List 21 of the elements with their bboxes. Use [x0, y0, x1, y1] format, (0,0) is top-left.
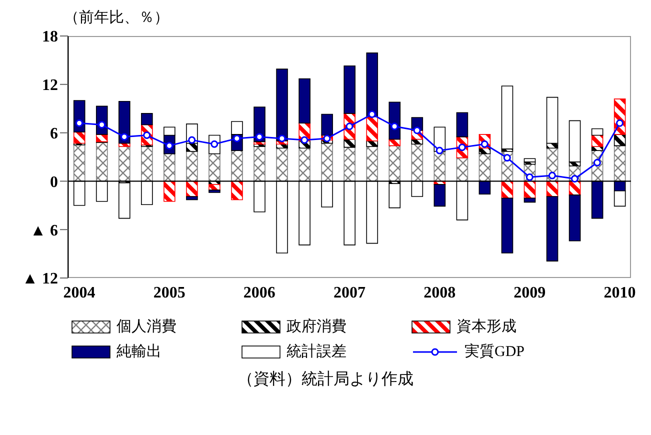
y-tick-label: 0 [50, 174, 58, 191]
y-tick-label: 18 [42, 28, 58, 46]
legend-label: 統計誤差 [286, 342, 346, 361]
y-axis-title: （前年比、％） [64, 8, 169, 27]
x-tick-label: 2007 [334, 284, 366, 302]
x-tick-label: 2010 [604, 284, 636, 302]
x-tick-label: 2006 [243, 284, 276, 302]
y-tick-label: 12 [42, 77, 58, 94]
x-tick-label: 2009 [514, 284, 546, 302]
x-tick-label: 2004 [63, 284, 96, 302]
legend-label: 政府消費 [286, 317, 346, 336]
y-tick-label: ▲ 12 [22, 270, 58, 288]
y-tick-label: ▲ 6 [30, 222, 58, 240]
x-tick-label: 2008 [424, 284, 456, 302]
legend-label: 資本形成 [456, 318, 516, 336]
legend-label: 実質GDP [464, 342, 525, 361]
legend-label: 個人消費 [116, 318, 176, 336]
text: （資料）統計局より作成 [236, 370, 414, 390]
x-tick-label: 2005 [153, 284, 186, 302]
legend-label: 純輸出 [116, 342, 162, 361]
y-tick-label: 6 [50, 125, 58, 142]
